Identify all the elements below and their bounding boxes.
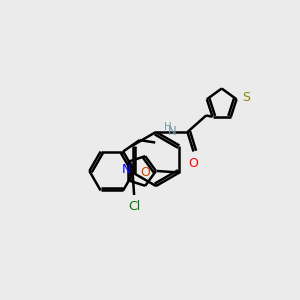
Text: Cl: Cl	[128, 200, 140, 213]
Text: N: N	[167, 125, 176, 139]
Text: H: H	[164, 122, 171, 132]
Text: N: N	[122, 163, 131, 176]
Text: S: S	[242, 91, 250, 104]
Text: O: O	[141, 166, 151, 179]
Text: O: O	[189, 157, 198, 170]
